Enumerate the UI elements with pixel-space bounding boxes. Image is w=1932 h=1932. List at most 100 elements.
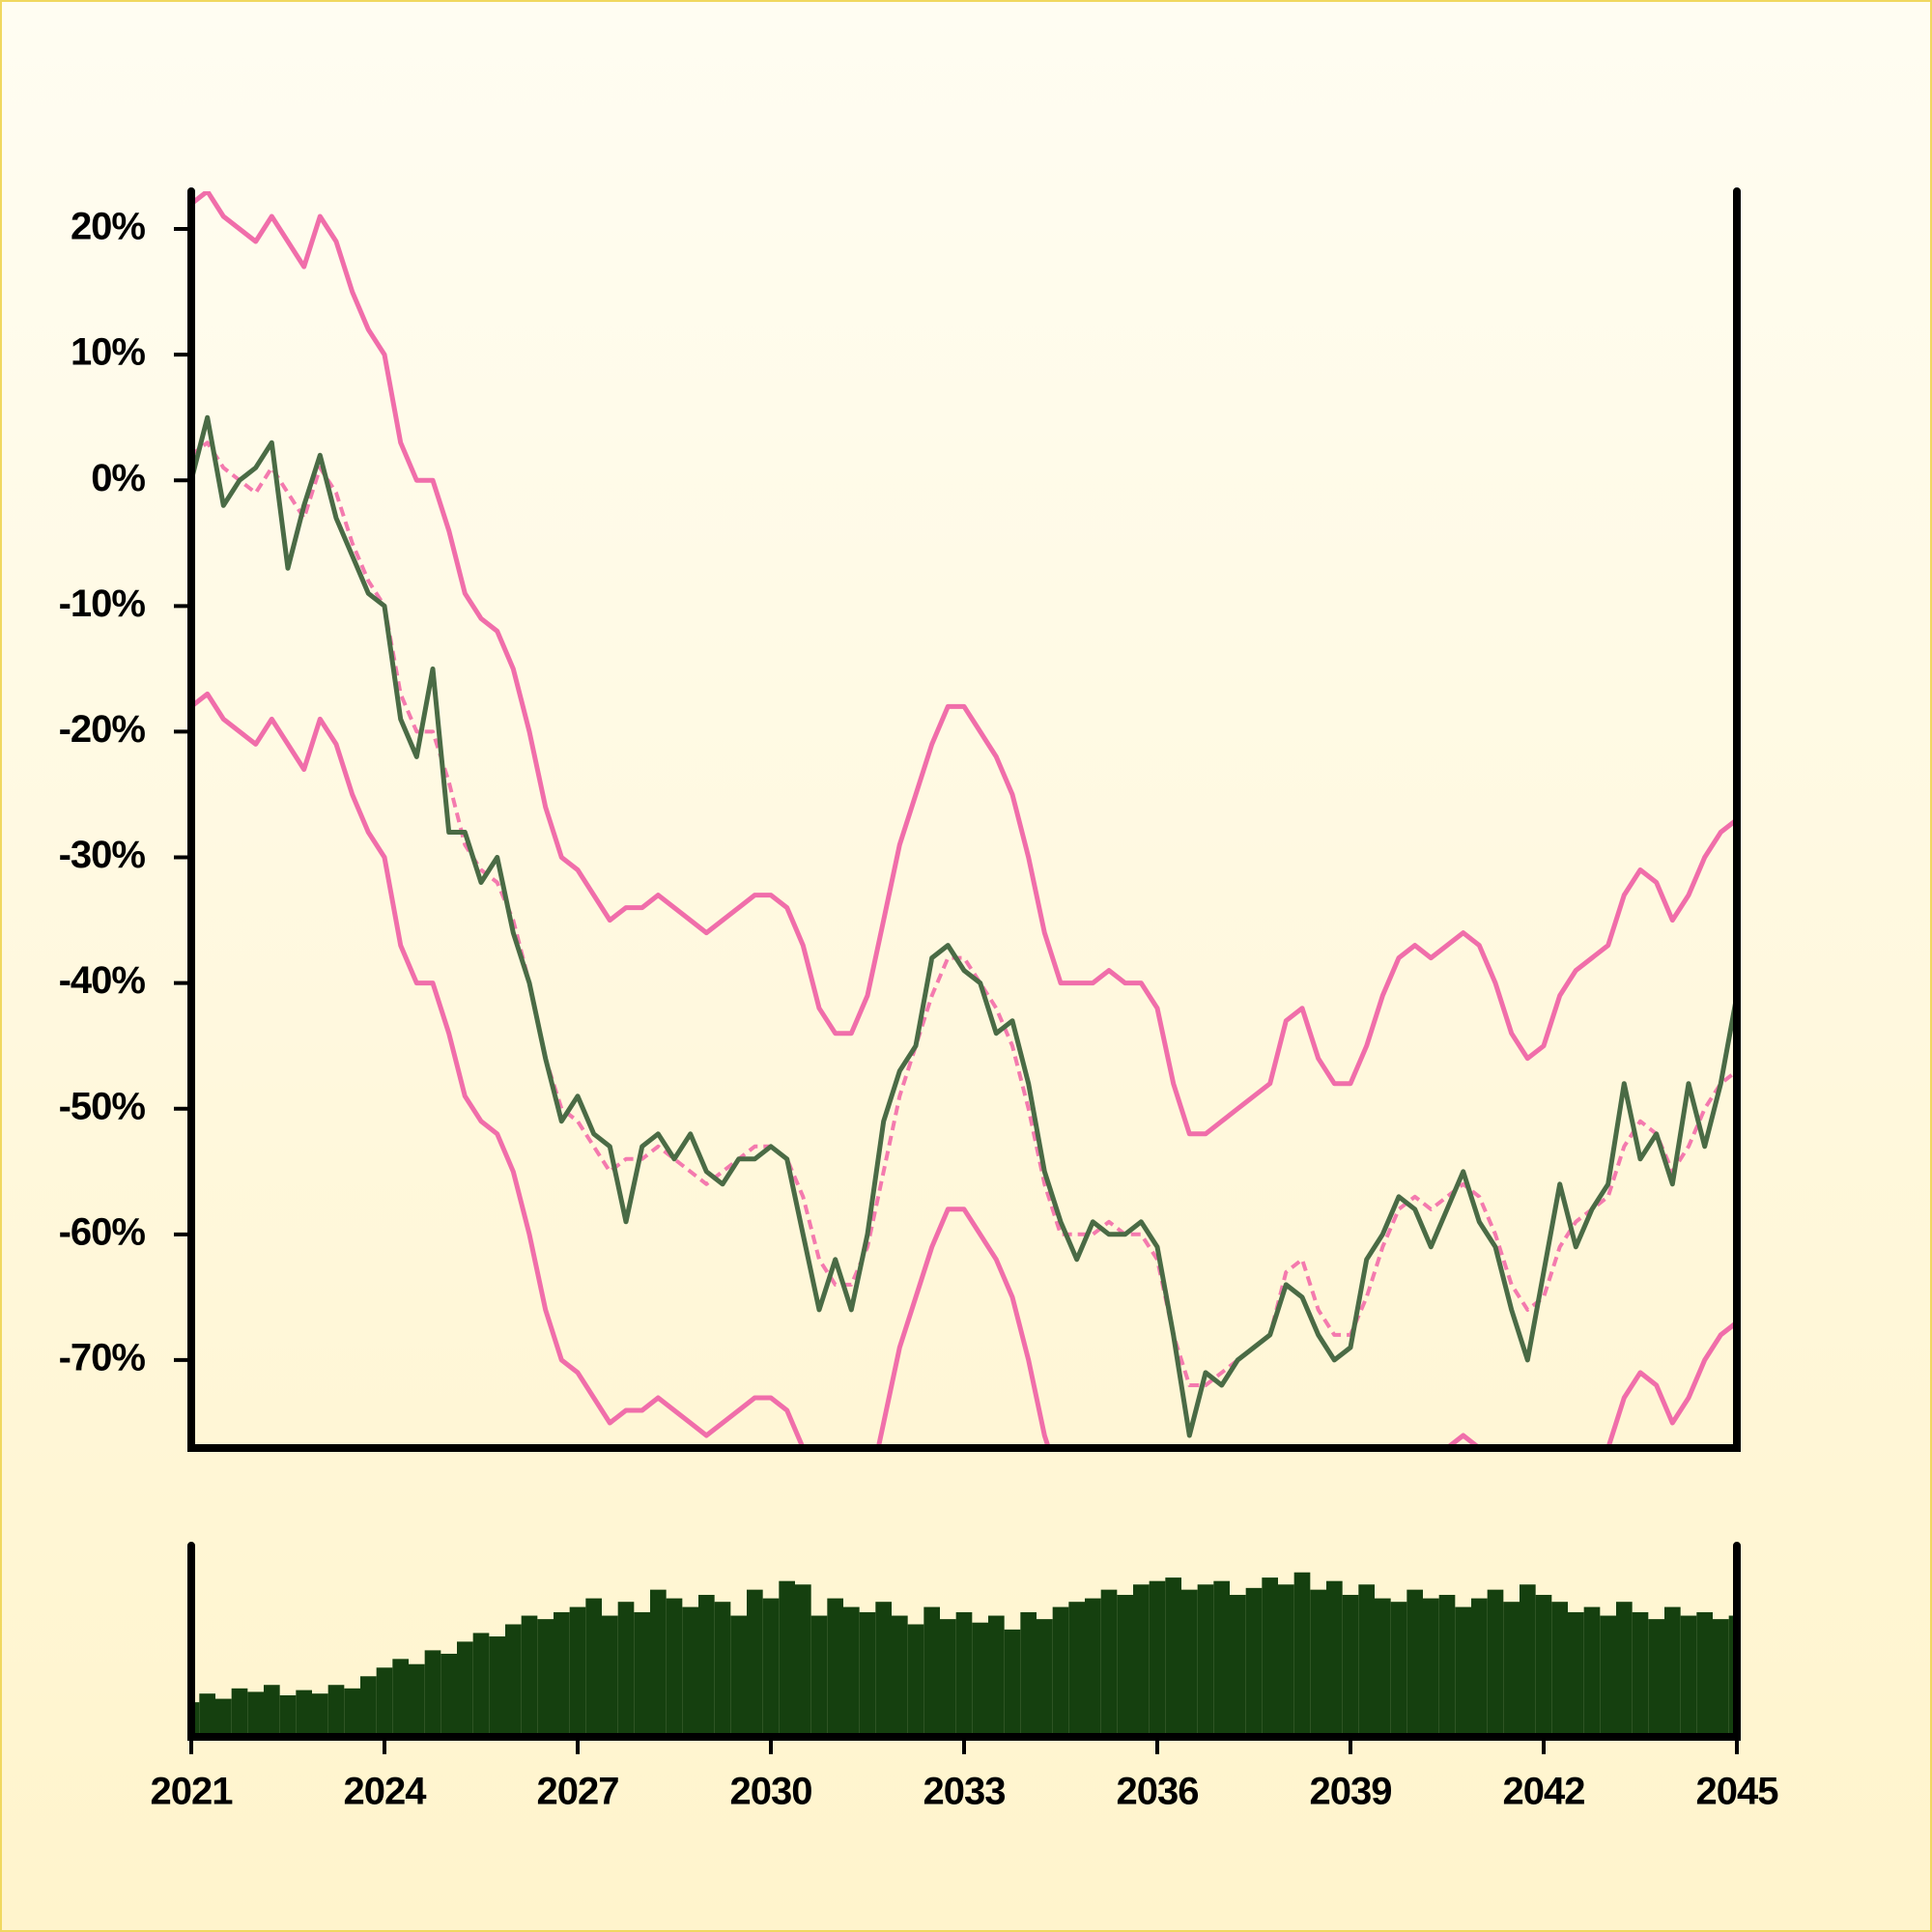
volume-bar [1245, 1587, 1263, 1737]
volume-bar [440, 1653, 457, 1737]
volume-bar [827, 1598, 843, 1737]
volume-bar [1648, 1619, 1664, 1737]
volume-bar [810, 1615, 828, 1737]
volume-bar [843, 1606, 860, 1737]
volume-bar [1293, 1572, 1311, 1737]
x-tick-label: 2045 [1696, 1771, 1779, 1813]
volume-bar [1310, 1589, 1326, 1737]
axis-frame [187, 1542, 1741, 1741]
volume-bar [279, 1694, 297, 1737]
volume-bar [489, 1636, 505, 1737]
volume-bar [666, 1598, 683, 1737]
volume-bar [617, 1602, 635, 1737]
volume-bar [1037, 1619, 1053, 1737]
volume-bar [1390, 1602, 1407, 1737]
volume-bar [1100, 1589, 1118, 1737]
volume-bar [1278, 1584, 1294, 1737]
volume-bar [360, 1676, 377, 1737]
volume-bar [1632, 1611, 1649, 1737]
y-tick-label: -20% [59, 708, 146, 751]
volume-bar [650, 1589, 667, 1737]
volume-bar [554, 1611, 570, 1737]
volume-bar [1406, 1589, 1423, 1737]
y-tick-label: 20% [71, 206, 145, 248]
volume-bar [955, 1611, 973, 1737]
y-tick-label: -30% [59, 834, 146, 876]
y-tick-label: -10% [59, 582, 146, 625]
volume-bar [747, 1589, 763, 1737]
volume-bar [892, 1615, 908, 1737]
x-tick-label: 2033 [923, 1771, 1006, 1813]
x-tick-label: 2036 [1117, 1771, 1199, 1813]
volume-bar [392, 1659, 409, 1737]
volume-bar [231, 1688, 248, 1737]
volume-bar [762, 1598, 780, 1737]
volume-bar [1487, 1589, 1504, 1737]
volume-bar [1520, 1584, 1536, 1737]
volume-bar [1117, 1595, 1133, 1737]
volume-bar [376, 1667, 393, 1737]
volume-bar [1342, 1595, 1359, 1737]
volume-bar [1326, 1580, 1343, 1737]
volume-bar [1358, 1584, 1375, 1737]
volume-bar [1471, 1598, 1488, 1737]
volume-bar [1455, 1606, 1471, 1737]
volume-bar [505, 1624, 522, 1737]
series-line [191, 691, 1737, 1448]
volume-bar [1165, 1577, 1181, 1737]
volume-bar [457, 1641, 473, 1737]
volume-bar [296, 1690, 312, 1737]
volume-bar [537, 1619, 554, 1737]
volume-bar [1728, 1615, 1737, 1737]
volume-bar [424, 1650, 441, 1737]
y-tick-label: -70% [59, 1336, 146, 1378]
x-tick-label: 2021 [151, 1771, 234, 1813]
volume-bar [1230, 1595, 1246, 1737]
volume-bar [1197, 1584, 1214, 1737]
volume-bar [344, 1688, 360, 1737]
volume-bar [1423, 1598, 1439, 1737]
volume-bar [1085, 1598, 1101, 1737]
volume-bar [923, 1606, 940, 1737]
volume-bar [795, 1584, 811, 1737]
volume-bar [1600, 1615, 1616, 1737]
volume-bar [199, 1693, 215, 1737]
volume-bar [1052, 1606, 1069, 1737]
volume-bar [1262, 1577, 1278, 1737]
volume-bar [1149, 1580, 1166, 1737]
series-line [191, 414, 1737, 1438]
volume-bar [1068, 1602, 1085, 1737]
y-tick-label: 0% [91, 457, 145, 499]
volume-bar [327, 1685, 345, 1737]
y-tick-label: -60% [59, 1210, 146, 1253]
volume-bar [682, 1606, 698, 1737]
volume-bar [1583, 1606, 1601, 1737]
x-tick-label: 2042 [1503, 1771, 1585, 1813]
volume-bar [1438, 1595, 1456, 1737]
volume-bar [972, 1622, 988, 1737]
volume-bar [634, 1611, 650, 1737]
x-tick-label: 2024 [344, 1771, 428, 1813]
volume-bar [215, 1698, 232, 1737]
volume-bar [1535, 1595, 1552, 1737]
volume-bar [714, 1602, 731, 1737]
volume-bar [602, 1615, 618, 1737]
volume-bar [264, 1685, 280, 1737]
volume-bar [779, 1580, 795, 1737]
axis-frame [187, 187, 1741, 1452]
volume-bar [907, 1624, 924, 1737]
volume-bar [1696, 1611, 1713, 1737]
volume-bar [1213, 1580, 1230, 1737]
volume-bar [875, 1602, 892, 1737]
volume-bar [1568, 1611, 1584, 1737]
volume-bar [247, 1691, 264, 1737]
volume-bar [1020, 1611, 1037, 1737]
volume-bar [940, 1619, 956, 1737]
volume-bar [191, 1702, 200, 1737]
plot-area [191, 191, 1737, 1448]
volume-bar [859, 1611, 876, 1737]
volume-bar [1503, 1602, 1520, 1737]
